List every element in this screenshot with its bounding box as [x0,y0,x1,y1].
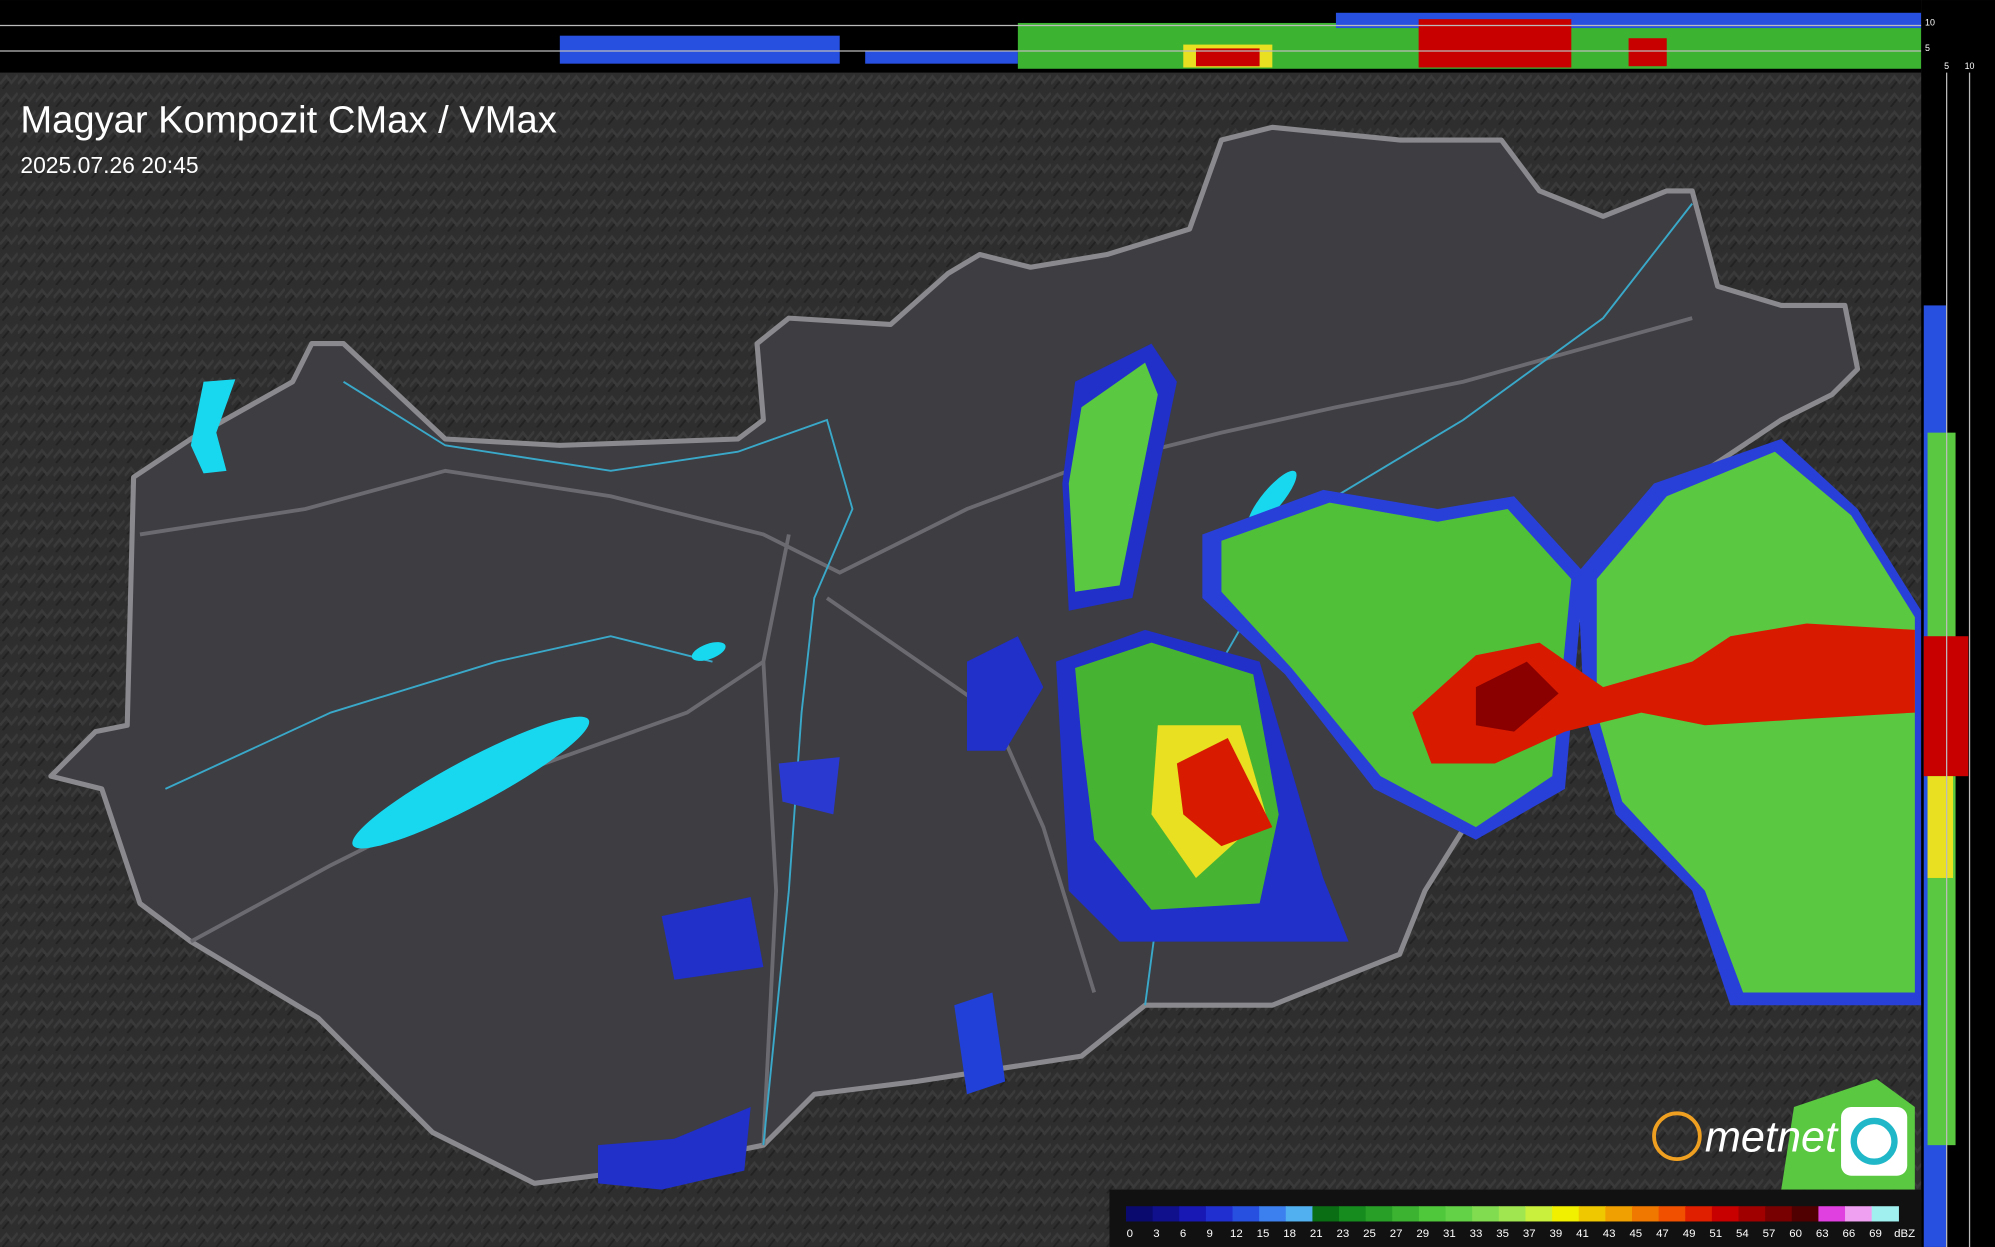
legend-swatch [1232,1206,1260,1222]
logo: metnet [1652,1106,1908,1176]
legend-swatch [1738,1206,1766,1222]
legend-tick-label: 31 [1443,1228,1456,1240]
legend-swatch [1498,1206,1527,1222]
map-title: Magyar Kompozit CMax / VMax [20,98,556,141]
legend-swatch [1525,1206,1553,1222]
legend-swatch [1312,1206,1340,1222]
legend-tick-label: 51 [1709,1228,1722,1240]
legend-tick-label: 69 [1869,1228,1882,1240]
legend-swatch [1711,1206,1740,1222]
legend-tick-label: 66 [1842,1228,1855,1240]
legend-tick-label: 6 [1180,1228,1186,1240]
legend-swatch [1472,1206,1500,1222]
legend: 0 3 6 9 12 15 18 21 23 25 27 29 31 33 35 37 39 41 43 45 47 49… [1126,1206,1915,1240]
legend-swatch [1552,1206,1580,1222]
radar-echoes [597,343,1922,1190]
legend-swatch [1392,1206,1420,1222]
profile-axis-label: 5 [1925,43,1930,53]
legend-tick-label: 47 [1656,1228,1669,1240]
legend-swatch [1845,1206,1873,1222]
legend-tick-label: 25 [1363,1228,1376,1240]
legend-swatch [1871,1206,1899,1222]
legend-swatch [1685,1206,1713,1222]
legend-tick-label: 54 [1736,1228,1749,1240]
legend-swatch [1365,1206,1393,1222]
legend-swatch [1152,1206,1180,1222]
legend-tick-label: 15 [1257,1228,1270,1240]
legend-swatch [1205,1206,1234,1222]
legend-tick-label: 9 [1207,1228,1213,1240]
legend-tick-label: 43 [1603,1228,1616,1240]
profile-axis-label: 5 [1944,61,1949,71]
legend-tick-label: 27 [1390,1228,1403,1240]
legend-tick-label: 18 [1283,1228,1296,1240]
legend-tick-label: 21 [1310,1228,1323,1240]
legend-tick-label: 41 [1576,1228,1589,1240]
legend-tick-label: 39 [1550,1228,1563,1240]
legend-swatch [1445,1206,1473,1222]
legend-swatch [1179,1206,1207,1222]
legend-tick-label: 49 [1683,1228,1696,1240]
logo-text: metnet [1705,1114,1839,1162]
legend-swatch [1818,1206,1846,1222]
legend-swatch [1791,1206,1820,1222]
legend-tick-label: 12 [1230,1228,1243,1240]
legend-tick-label: 23 [1337,1228,1350,1240]
legend-tick-label: 37 [1523,1228,1536,1240]
legend-swatch [1126,1206,1154,1222]
profile-axis-label: 10 [1965,61,1975,71]
legend-tick-label: 63 [1816,1228,1829,1240]
top-profile-echoes [559,12,1922,69]
legend-swatch [1418,1206,1447,1222]
legend-tick-label: 0 [1127,1228,1133,1240]
legend-tick-label: 45 [1629,1228,1642,1240]
legend-tick-label: 60 [1789,1228,1802,1240]
timestamp: 2025.07.26 20:45 [20,152,198,178]
legend-unit: dBZ [1894,1228,1915,1240]
legend-swatch [1259,1206,1287,1222]
legend-tick-label: 3 [1153,1228,1159,1240]
legend-swatch [1578,1206,1606,1222]
profile-axis-label: 10 [1925,18,1935,28]
legend-swatch [1631,1206,1660,1222]
legend-tick-label: 57 [1763,1228,1776,1240]
lakes [190,379,1297,849]
legend-tick-label: 29 [1416,1228,1429,1240]
side-profile-echoes [1923,305,1969,1247]
legend-swatch [1339,1206,1367,1222]
legend-tick-label: 35 [1496,1228,1509,1240]
legend-tick-label: 33 [1470,1228,1483,1240]
legend-swatch [1285,1206,1314,1222]
legend-swatch [1605,1206,1633,1222]
legend-swatch [1658,1206,1686,1222]
legend-swatch [1765,1206,1793,1222]
